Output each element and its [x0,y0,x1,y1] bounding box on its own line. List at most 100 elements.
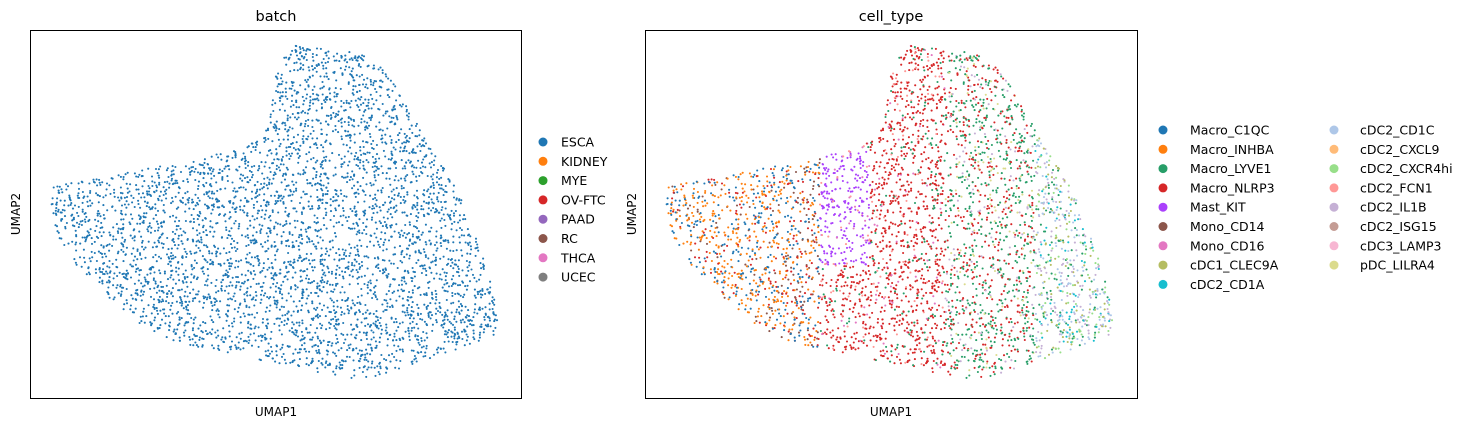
batch-point [394,85,397,88]
cell-type-point [931,335,934,338]
batch-point [116,230,119,233]
batch-point [329,210,333,213]
cell-type-point [965,333,968,336]
batch-point [267,247,270,250]
batch-point [353,312,357,315]
batch-point [420,339,423,342]
batch-point [73,258,76,261]
batch-point [266,268,269,271]
batch-point [384,308,387,312]
batch-point [369,279,372,282]
batch-point [285,154,288,157]
batch-point [416,135,419,138]
batch-point [412,148,415,151]
batch-point [59,211,62,214]
batch-point [151,184,154,188]
batch-point [354,213,357,217]
batch-point [340,138,343,141]
batch-point [177,186,180,189]
cell-type-point [825,155,828,158]
cell-type-point [721,209,724,212]
batch-point [401,150,405,153]
batch-point [284,87,287,90]
legend-marker [538,272,548,282]
batch-point [192,276,195,279]
batch-point [108,243,111,246]
batch-point [313,85,316,88]
batch-point [106,243,109,247]
batch-point [341,199,344,202]
batch-point [160,199,163,202]
batch-point [302,135,305,138]
batch-point [278,362,281,365]
batch-point [111,262,114,265]
cell-type-point [741,278,744,281]
batch-point [348,347,351,350]
batch-point [201,255,204,258]
batch-point [268,181,271,184]
batch-point [250,344,254,347]
batch-point [214,331,217,334]
batch-point [170,274,173,277]
batch-point [139,222,142,225]
batch-point [229,297,232,300]
batch-point [387,239,391,242]
batch-point [364,126,367,129]
batch-point [410,181,413,184]
batch-point [194,204,197,207]
batch-point [328,87,331,90]
batch-point [367,343,370,346]
cell-type-point [802,309,805,312]
batch-point [285,222,288,225]
batch-point [177,206,180,209]
batch-point [228,211,231,214]
batch-point [372,64,375,67]
batch-point [458,274,461,277]
cell-type-point [1109,326,1112,329]
batch-point [419,312,422,315]
batch-point [120,209,123,212]
batch-point [316,221,320,224]
batch-point [269,214,272,217]
batch-point [356,230,359,233]
batch-point [420,208,423,211]
batch-point [405,161,408,164]
cell-type-point [801,312,804,315]
batch-point [460,249,463,252]
cell-type-point [926,119,929,122]
batch-point [291,233,294,236]
batch-point [257,335,260,338]
batch-point [269,115,272,119]
batch-point [214,198,218,201]
batch-point [162,291,165,294]
cell-type-point [1036,264,1039,268]
batch-point [180,298,183,301]
batch-point [215,181,218,184]
cell-type-point [711,214,714,217]
batch-point [132,311,136,314]
batch-point [250,176,254,179]
batch-point [270,182,273,185]
batch-point [434,295,438,299]
batch-point [304,53,307,56]
cell-type-point [915,304,919,307]
batch-point [432,184,435,187]
batch-point [270,245,273,248]
batch-point [162,193,165,197]
cell-type-point [1030,189,1034,192]
batch-point [371,207,374,210]
cell-type-point [778,308,781,311]
cell-type-point [920,363,923,366]
batch-point [227,164,230,167]
batch-point [372,139,375,142]
batch-point [368,132,371,136]
batch-point [182,331,186,334]
batch-point [217,262,220,266]
batch-point [295,321,298,324]
cell-type-point [868,316,871,319]
cell-type-point [1004,183,1007,186]
batch-point [233,196,236,199]
batch-point [197,196,200,200]
batch-point [425,332,428,335]
batch-point [414,205,417,209]
